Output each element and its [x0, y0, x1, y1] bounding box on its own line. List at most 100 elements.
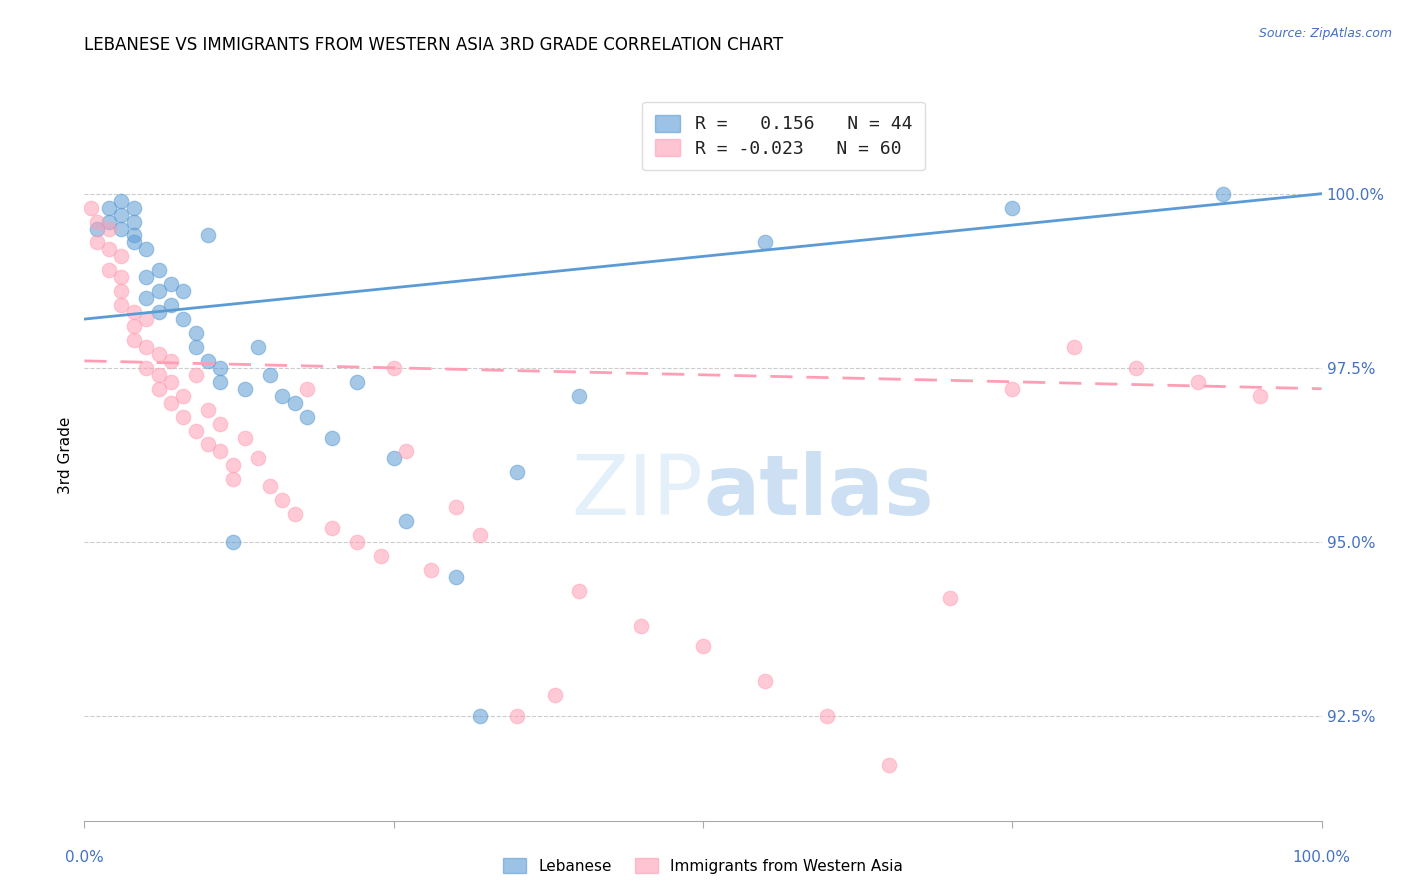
Point — [160, 354, 183, 368]
Point — [98, 263, 121, 277]
Text: 100.0%: 100.0% — [1292, 850, 1351, 865]
Point — [246, 340, 269, 354]
Point — [110, 208, 132, 222]
Point — [1187, 375, 1209, 389]
Point — [135, 243, 157, 257]
Point — [754, 674, 776, 689]
Point — [939, 591, 962, 605]
Point — [1125, 360, 1147, 375]
Legend: R =   0.156   N = 44, R = -0.023   N = 60: R = 0.156 N = 44, R = -0.023 N = 60 — [643, 102, 925, 170]
Point — [754, 235, 776, 250]
Text: ZIP: ZIP — [571, 451, 703, 532]
Point — [382, 451, 405, 466]
Point — [284, 395, 307, 409]
Point — [86, 214, 108, 228]
Point — [209, 360, 232, 375]
Point — [79, 201, 101, 215]
Point — [568, 389, 591, 403]
Point — [271, 389, 294, 403]
Point — [172, 409, 194, 424]
Point — [209, 375, 232, 389]
Text: 0.0%: 0.0% — [65, 850, 104, 865]
Point — [98, 201, 121, 215]
Point — [470, 709, 492, 723]
Point — [98, 214, 121, 228]
Y-axis label: 3rd Grade: 3rd Grade — [58, 417, 73, 493]
Point — [86, 221, 108, 235]
Point — [86, 235, 108, 250]
Point — [135, 312, 157, 326]
Point — [877, 758, 900, 772]
Point — [321, 430, 343, 444]
Point — [122, 214, 145, 228]
Point — [172, 284, 194, 298]
Point — [444, 570, 467, 584]
Point — [122, 235, 145, 250]
Text: Source: ZipAtlas.com: Source: ZipAtlas.com — [1258, 27, 1392, 40]
Point — [135, 360, 157, 375]
Point — [543, 688, 565, 702]
Point — [172, 312, 194, 326]
Point — [197, 228, 219, 243]
Point — [122, 201, 145, 215]
Point — [1001, 201, 1024, 215]
Point — [197, 354, 219, 368]
Point — [148, 305, 170, 319]
Point — [321, 521, 343, 535]
Point — [1063, 340, 1085, 354]
Point — [259, 368, 281, 382]
Point — [1249, 389, 1271, 403]
Point — [110, 284, 132, 298]
Point — [295, 409, 318, 424]
Point — [233, 382, 256, 396]
Point — [692, 640, 714, 654]
Point — [419, 563, 441, 577]
Point — [246, 451, 269, 466]
Point — [148, 368, 170, 382]
Point — [135, 270, 157, 285]
Point — [222, 472, 245, 486]
Point — [98, 221, 121, 235]
Point — [197, 402, 219, 417]
Point — [568, 583, 591, 598]
Point — [122, 319, 145, 334]
Point — [506, 466, 529, 480]
Point — [122, 305, 145, 319]
Point — [209, 417, 232, 431]
Point — [815, 709, 838, 723]
Point — [135, 291, 157, 305]
Point — [148, 347, 170, 361]
Point — [271, 493, 294, 508]
Point — [160, 277, 183, 292]
Point — [1001, 382, 1024, 396]
Point — [122, 333, 145, 347]
Point — [295, 382, 318, 396]
Point — [160, 375, 183, 389]
Point — [233, 430, 256, 444]
Point — [184, 340, 207, 354]
Point — [209, 444, 232, 458]
Point — [148, 263, 170, 277]
Point — [160, 395, 183, 409]
Point — [346, 535, 368, 549]
Point — [284, 507, 307, 521]
Legend: Lebanese, Immigrants from Western Asia: Lebanese, Immigrants from Western Asia — [498, 852, 908, 880]
Point — [184, 326, 207, 340]
Point — [382, 360, 405, 375]
Point — [259, 479, 281, 493]
Point — [470, 528, 492, 542]
Point — [110, 249, 132, 263]
Point — [184, 424, 207, 438]
Point — [197, 437, 219, 451]
Point — [148, 382, 170, 396]
Point — [135, 340, 157, 354]
Point — [110, 298, 132, 312]
Point — [630, 618, 652, 632]
Point — [506, 709, 529, 723]
Point — [222, 458, 245, 473]
Point — [222, 535, 245, 549]
Point — [148, 284, 170, 298]
Point — [444, 500, 467, 515]
Point — [370, 549, 392, 563]
Point — [1212, 186, 1234, 201]
